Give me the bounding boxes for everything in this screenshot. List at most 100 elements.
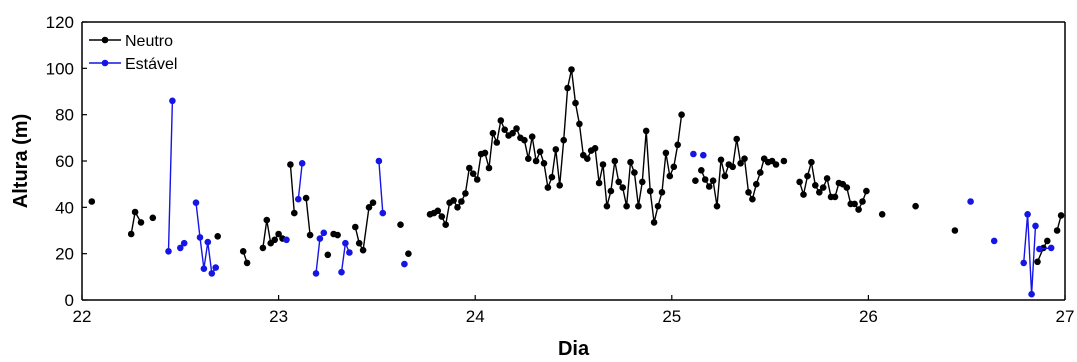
data-point	[275, 230, 282, 238]
data-point	[741, 155, 748, 162]
data-point	[212, 264, 219, 271]
data-point	[878, 211, 886, 218]
data-point	[442, 221, 450, 228]
data-point	[177, 244, 184, 252]
data-point	[990, 237, 998, 245]
data-point	[458, 198, 465, 205]
data-point	[843, 184, 851, 191]
data-point	[466, 164, 473, 172]
data-point	[88, 198, 96, 205]
y-tick-label: 80	[55, 106, 74, 125]
data-point	[804, 172, 811, 180]
data-point	[450, 197, 457, 204]
data-point	[564, 84, 571, 92]
data-point	[650, 219, 658, 226]
data-point	[666, 172, 674, 180]
data-point	[149, 214, 157, 222]
data-point	[1032, 222, 1039, 230]
data-point	[462, 190, 469, 197]
series-estavel	[165, 97, 1055, 298]
series-neutro	[88, 66, 1065, 267]
data-point	[532, 157, 540, 165]
data-point	[619, 184, 626, 191]
data-point	[493, 139, 501, 146]
data-point	[1036, 245, 1043, 253]
data-point	[1020, 259, 1027, 267]
data-point	[137, 219, 145, 226]
y-tick-label: 40	[55, 198, 74, 217]
data-point	[1047, 244, 1055, 252]
data-point	[291, 209, 298, 217]
data-point	[454, 204, 461, 211]
data-point	[359, 246, 367, 254]
x-tick-label: 25	[662, 307, 681, 326]
data-point	[560, 136, 567, 144]
data-point	[721, 172, 729, 180]
data-point	[208, 270, 216, 277]
y-tick-label: 0	[65, 291, 74, 310]
data-point	[700, 151, 707, 159]
data-point	[662, 149, 670, 157]
x-tick-label: 27	[1056, 307, 1075, 326]
legend: Neutro Estável	[89, 33, 177, 73]
data-point	[352, 223, 359, 231]
data-point	[757, 169, 764, 176]
data-point	[192, 199, 200, 206]
data-point	[599, 161, 607, 168]
data-point	[434, 207, 442, 215]
series-line-segment	[700, 138, 777, 207]
data-point	[1024, 211, 1031, 218]
data-point	[1053, 227, 1061, 234]
data-point	[623, 202, 630, 210]
data-point	[295, 195, 302, 203]
data-point	[855, 206, 862, 213]
data-point	[627, 158, 634, 166]
data-point	[576, 120, 583, 128]
data-point	[287, 161, 294, 168]
ticks: 22 23 24 25 26 27 0 20 40 60 80 100 120	[46, 13, 1075, 326]
data-point	[338, 268, 345, 276]
data-point	[733, 135, 740, 143]
data-point	[591, 145, 599, 152]
data-point	[808, 158, 815, 166]
data-point	[302, 194, 310, 202]
legend-neutro-label: Neutro	[125, 33, 173, 50]
y-tick-label: 20	[55, 245, 74, 264]
data-point	[642, 127, 650, 135]
data-point	[544, 184, 552, 191]
data-point	[772, 161, 780, 168]
data-point	[525, 155, 532, 162]
legend-estavel-label: Estável	[125, 56, 177, 73]
data-point	[346, 249, 353, 256]
data-point	[1044, 237, 1051, 245]
data-point	[1034, 258, 1041, 266]
data-point	[316, 235, 324, 242]
data-point	[635, 202, 642, 210]
x-tick-label: 23	[269, 307, 288, 326]
data-point	[283, 236, 290, 244]
data-point	[819, 184, 827, 191]
series	[88, 66, 1065, 298]
data-point	[469, 170, 477, 177]
legend-neutro-marker	[101, 36, 109, 44]
data-point	[180, 239, 188, 247]
data-point	[214, 233, 221, 240]
x-tick-label: 24	[466, 307, 485, 326]
data-point	[131, 208, 139, 216]
data-point	[169, 97, 176, 105]
y-axis-title: Altura (m)	[10, 114, 32, 208]
data-point	[401, 260, 408, 268]
data-point	[355, 239, 363, 247]
data-point	[365, 204, 373, 211]
series-line-segment	[297, 163, 303, 200]
data-point	[369, 199, 377, 206]
data-point	[528, 133, 536, 140]
data-point	[713, 202, 721, 210]
data-point	[607, 187, 615, 195]
series-line-segment	[305, 198, 311, 236]
x-tick-label: 22	[73, 307, 92, 326]
data-point	[1057, 212, 1065, 219]
data-point	[692, 177, 699, 184]
data-point	[271, 236, 279, 244]
data-point	[375, 157, 383, 165]
